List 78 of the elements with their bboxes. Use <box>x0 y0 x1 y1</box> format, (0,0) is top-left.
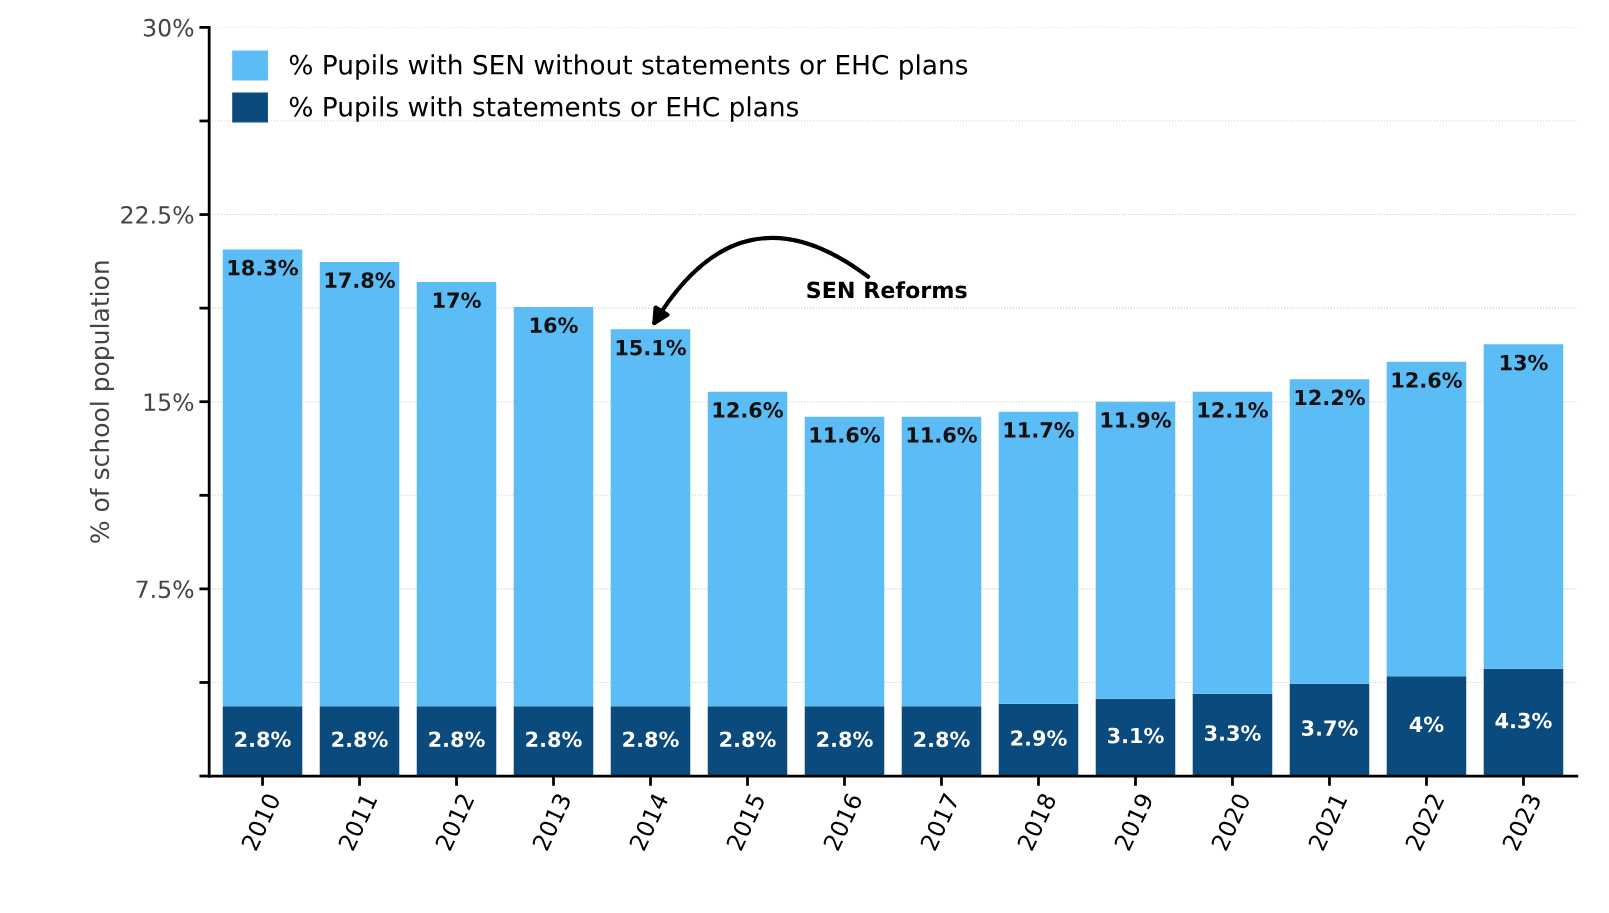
bar <box>1289 683 1370 777</box>
legend-label: % Pupils with SEN without statements or EHC plans <box>289 54 968 80</box>
x-tick-label: 2017 <box>919 792 960 852</box>
bar <box>804 706 885 777</box>
data-label: 12.1% <box>1198 402 1268 418</box>
data-label: 2.8% <box>914 731 970 748</box>
x-tick-label: 2016 <box>822 792 863 852</box>
data-label: 12.6% <box>1392 372 1462 388</box>
bar <box>416 281 497 707</box>
data-label: 15.1% <box>616 339 686 356</box>
data-label: 3.1% <box>1107 727 1164 744</box>
x-tick-label: 2021 <box>1307 792 1348 852</box>
bar <box>1192 693 1273 777</box>
data-label: 18.3% <box>228 259 298 276</box>
annotation: SEN Reforms <box>807 281 967 299</box>
x-tick-label: 2012 <box>434 792 475 852</box>
data-label: 2.8% <box>623 731 679 748</box>
x-tick-label: 2014 <box>628 792 669 852</box>
data-label: 17% <box>433 292 481 309</box>
y-tick-label: 22.5% <box>121 206 194 224</box>
data-label: 11.6% <box>907 427 977 443</box>
x-tick-label: 2015 <box>725 792 766 852</box>
y-axis-title: % of school population <box>89 261 115 543</box>
data-label: 2.8% <box>817 731 873 748</box>
bar <box>319 261 400 707</box>
bar <box>513 706 594 777</box>
bar <box>998 411 1079 704</box>
data-label: 4% <box>1409 716 1444 733</box>
data-label: 11.6% <box>810 427 880 443</box>
x-tick-label: 2010 <box>240 792 281 852</box>
x-tick-label: 2022 <box>1404 792 1445 852</box>
bar <box>1386 361 1467 677</box>
x-tick-label: 2023 <box>1501 792 1542 852</box>
x-tick-label: 2020 <box>1210 792 1251 852</box>
data-label: 13% <box>1500 354 1548 371</box>
legend-label: % Pupils with statements or EHC plans <box>289 96 799 122</box>
data-label: 2.8% <box>332 731 388 748</box>
data-label: 17.8% <box>325 272 395 289</box>
x-tick-label: 2018 <box>1016 792 1057 852</box>
data-label: 2.8% <box>235 731 291 748</box>
bar <box>804 416 885 707</box>
data-label: 3.3% <box>1204 725 1261 741</box>
y-tick-label: 30% <box>143 18 194 37</box>
y-tick-label: 7.5% <box>136 580 194 599</box>
data-label: 11.9% <box>1101 412 1171 428</box>
bar <box>319 706 400 777</box>
bar <box>1289 379 1370 684</box>
data-label: 12.6% <box>713 402 783 418</box>
bar <box>901 416 982 707</box>
bar <box>998 703 1079 777</box>
data-label: 11.7% <box>1004 422 1074 438</box>
bar <box>610 706 691 777</box>
data-label: 2.8% <box>429 731 485 748</box>
bar <box>1483 668 1564 777</box>
bar <box>1386 676 1467 777</box>
bar <box>1483 344 1564 669</box>
x-tick-label: 2013 <box>531 792 572 852</box>
bar <box>1095 698 1176 777</box>
y-tick-label: 15% <box>144 393 194 412</box>
x-tick-label: 2011 <box>337 792 378 852</box>
data-label: 2.9% <box>1011 730 1067 746</box>
bar <box>222 706 303 777</box>
bar <box>707 391 788 707</box>
bar <box>610 329 691 707</box>
bar <box>416 706 497 777</box>
bar <box>513 306 594 707</box>
bar <box>901 706 982 777</box>
data-label: 2.8% <box>720 731 776 748</box>
data-label: 4.3% <box>1495 712 1552 729</box>
bar <box>707 706 788 777</box>
data-label: 3.7% <box>1301 720 1358 736</box>
x-tick-label: 2019 <box>1113 792 1154 852</box>
bar <box>1192 391 1273 694</box>
bar <box>222 249 303 707</box>
data-label: 2.8% <box>526 731 582 748</box>
data-label: 16% <box>530 317 578 333</box>
bar <box>1095 401 1176 699</box>
data-label: 12.2% <box>1295 389 1365 406</box>
